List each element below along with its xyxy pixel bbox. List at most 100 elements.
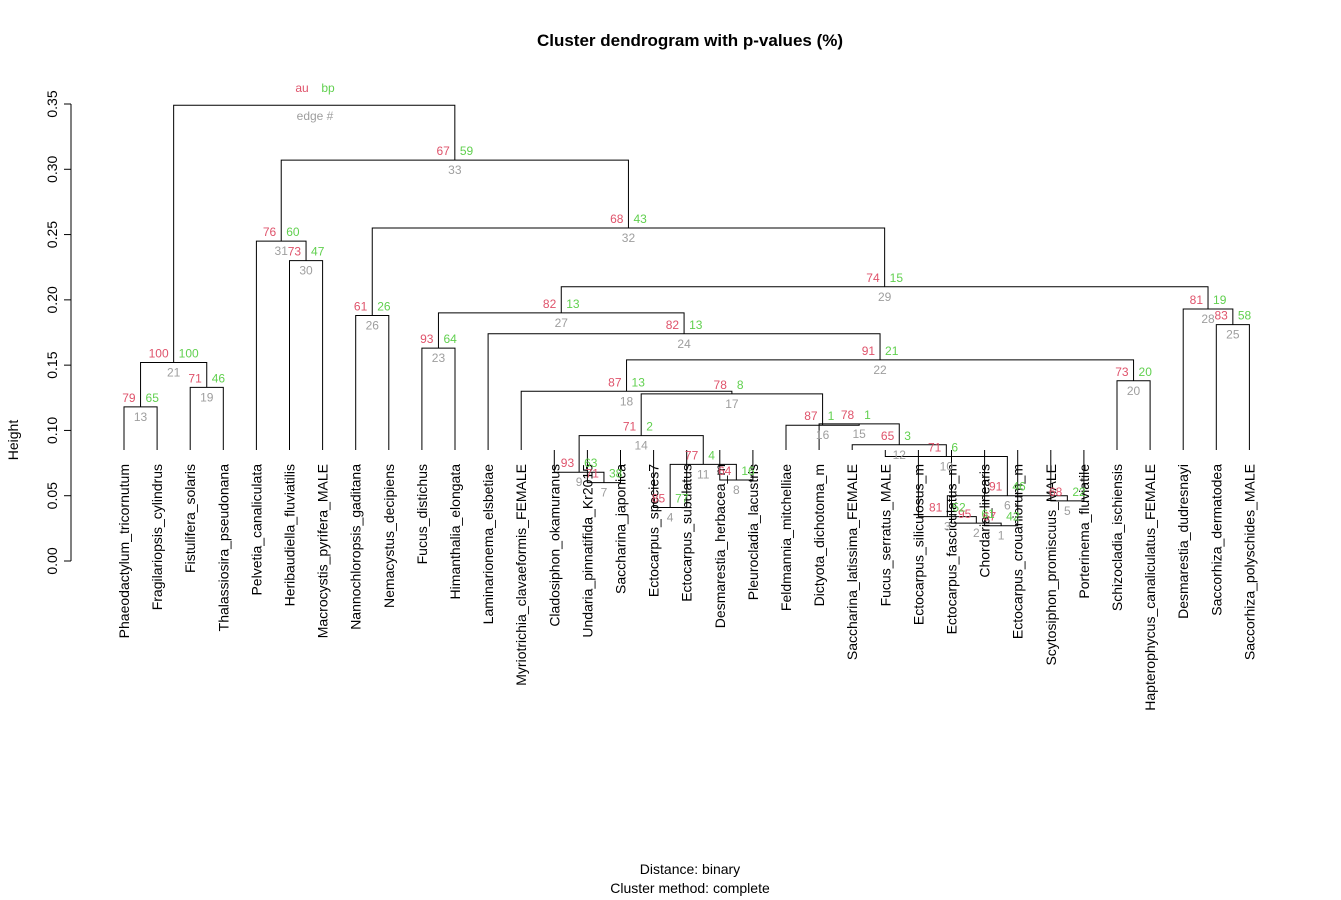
au-pvalue: 81	[929, 501, 943, 515]
bp-pvalue: 22	[1072, 485, 1086, 499]
leaf-label: Ectocarpus_siliculosus_m	[910, 464, 926, 625]
bp-pvalue: 4	[708, 448, 715, 462]
bp-pvalue: 6	[951, 441, 958, 455]
edge-number: 15	[853, 427, 867, 441]
au-pvalue: 78	[714, 378, 728, 392]
edge-number: 31	[275, 244, 289, 258]
dendrogram-branch	[1215, 324, 1250, 450]
edge-number: 27	[555, 316, 569, 330]
au-pvalue: 74	[866, 271, 880, 285]
leaf-label: Phaeodactylum_tricornutum	[116, 464, 132, 638]
leaf-label: Schizocladia_ischiensis	[1109, 464, 1125, 611]
edge-number: 22	[873, 363, 887, 377]
edge-number: 17	[725, 397, 739, 411]
edge-number: 30	[299, 264, 313, 278]
legend-au: au	[295, 81, 308, 95]
leaf-label: Fistulifera_solaris	[182, 464, 198, 573]
bp-pvalue: 15	[890, 271, 904, 285]
au-pvalue: 87	[804, 409, 818, 423]
au-pvalue: 76	[263, 225, 277, 239]
dendrogram-branch	[640, 393, 824, 436]
chart-title: Cluster dendrogram with p-values (%)	[537, 31, 843, 50]
leaf-label: Pelvetia_canaliculata	[248, 464, 264, 596]
au-pvalue: 91	[989, 480, 1003, 494]
au-pvalue: 93	[420, 332, 434, 346]
bp-pvalue: 8	[737, 378, 744, 392]
edge-number: 20	[1127, 384, 1141, 398]
au-pvalue: 64	[718, 464, 732, 478]
bp-pvalue: 1	[864, 408, 871, 422]
bp-pvalue: 16	[741, 464, 755, 478]
leaf-label: Fragilariopsis_cylindrus	[149, 464, 165, 610]
au-pvalue: 79	[122, 391, 136, 405]
leaf-label: Desmarestia_herbacea_m	[712, 464, 728, 628]
au-pvalue: 68	[610, 212, 624, 226]
bp-pvalue: 1	[828, 409, 835, 423]
dendrogram-branch	[719, 450, 754, 481]
edge-number: 14	[635, 439, 649, 453]
bp-pvalue: 63	[584, 456, 598, 470]
leaf-label: Hapterophycus_canaliculatus_FEMALE	[1142, 464, 1158, 711]
leaf-label: Fucus_distichus	[414, 464, 430, 564]
bp-pvalue: 42	[1006, 510, 1020, 524]
bp-pvalue: 77	[675, 491, 689, 505]
y-axis: 0.00 0.05 0.10 0.15 0.20 0.25 0.30 0.35	[44, 90, 72, 575]
bp-pvalue: 65	[146, 391, 160, 405]
bp-pvalue: 52	[952, 501, 966, 515]
edge-number: 10	[940, 460, 954, 474]
dendrogram-branch	[487, 333, 881, 450]
leaf-label: Desmarestia_dudresnayi	[1175, 464, 1191, 619]
bp-pvalue: 13	[566, 297, 580, 311]
bp-pvalue: 2	[646, 420, 653, 434]
edge-number: 9	[576, 475, 583, 489]
edge-number: 19	[200, 390, 214, 404]
edge-number: 26	[366, 319, 380, 333]
au-pvalue: 67	[436, 144, 450, 158]
y-tick-label: 0.10	[44, 417, 60, 444]
au-pvalue: 71	[188, 371, 202, 385]
leaf-label: Chordaria_linearis	[977, 464, 993, 578]
bp-pvalue: 21	[885, 344, 899, 358]
dendrogram-branch	[884, 450, 1008, 496]
leaf-label: Saccharina_latissima_FEMALE	[844, 464, 860, 660]
au-pvalue: 68	[1049, 485, 1063, 499]
dendrogram-branch	[173, 104, 456, 363]
leaf-label: Nannochloropsis_gaditana	[348, 464, 364, 630]
edge-number: 11	[697, 467, 710, 481]
dendrogram-branch	[371, 227, 886, 316]
bp-pvalue: 19	[1213, 293, 1227, 307]
au-pvalue: 73	[1115, 365, 1129, 379]
leaf-label: Nemacystus_decipiens	[381, 464, 397, 608]
bp-pvalue: 58	[1238, 309, 1252, 323]
bp-pvalue: 43	[633, 212, 647, 226]
leaf-label: Himanthalia_elongata	[447, 464, 463, 600]
leaf-label: Pleurocladia_lacustris	[745, 464, 761, 600]
legend-bp: bp	[321, 81, 335, 95]
method-caption: Cluster method: complete	[610, 880, 770, 896]
au-pvalue: 85	[652, 491, 666, 505]
bp-pvalue: 20	[1139, 365, 1153, 379]
leaf-label: Ectocarpus_fasciculatus_m	[944, 464, 960, 634]
au-pvalue: 61	[354, 300, 368, 314]
bp-pvalue: 46	[1012, 480, 1026, 494]
y-tick-label: 0.25	[44, 221, 60, 248]
edge-number: 33	[448, 163, 462, 177]
bp-pvalue: 60	[286, 225, 300, 239]
y-axis-label: Height	[5, 420, 21, 461]
leaf-label: Cladosiphon_okamuranus	[546, 464, 562, 627]
leaf-label: Myriotrichia_clavaeformis_FEMALE	[513, 464, 529, 686]
leaf-label: Laminarionema_elsbetiae	[480, 464, 496, 625]
edge-number: 29	[878, 290, 892, 304]
au-pvalue: 93	[561, 456, 575, 470]
edge-number: 25	[1226, 328, 1240, 342]
leaf-label: Scytosiphon_promiscuus_MALE	[1043, 464, 1059, 666]
bp-pvalue: 13	[632, 375, 646, 389]
au-pvalue: 82	[543, 297, 557, 311]
leaf-label: Fucus_serratus_MALE	[877, 464, 893, 606]
bp-pvalue: 3	[904, 429, 911, 443]
y-tick-label: 0.00	[44, 547, 60, 574]
au-pvalue: 91	[862, 344, 876, 358]
au-pvalue: 73	[288, 245, 302, 259]
y-tick-label: 0.20	[44, 286, 60, 313]
